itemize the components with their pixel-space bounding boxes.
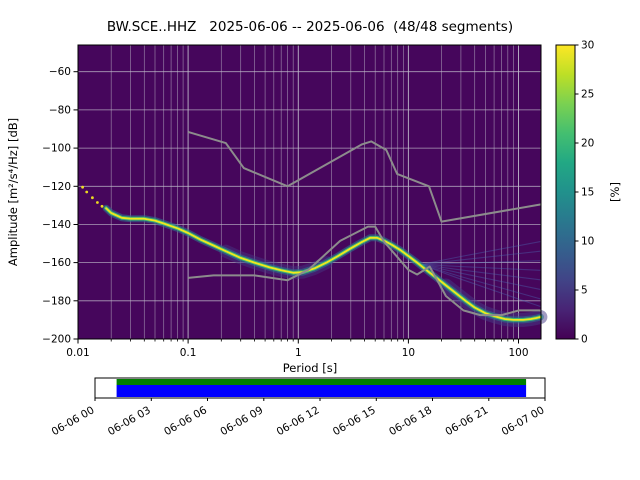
psd-fan-line: [420, 241, 541, 266]
timeline-tick-label: 06-06 03: [106, 404, 153, 438]
x-tick-label: 1: [295, 347, 302, 359]
psd-band-core: [105, 207, 542, 321]
plot-frame: [77, 44, 542, 340]
y-tick-label: −100: [42, 143, 71, 155]
psd-speckle: [96, 201, 99, 204]
psd-fan-line: [420, 263, 541, 300]
y-tick-label: −160: [42, 257, 71, 269]
plot-background: [78, 45, 541, 339]
x-axis-label: Period [s]: [283, 361, 337, 375]
psd-fan-line: [420, 263, 541, 271]
psd-speckle: [91, 196, 94, 200]
noise-model-low-line: [188, 225, 542, 317]
psd-speckle: [81, 185, 84, 189]
colorbar-tick-label: 10: [581, 236, 594, 248]
timeline-tick-label: 06-06 06: [162, 404, 209, 438]
y-tick-label: −60: [49, 66, 71, 78]
psd-fan-line: [420, 263, 541, 281]
psd-fan-line: [420, 250, 541, 266]
y-axis-label: Amplitude [m²/s⁴/Hz] [dB]: [6, 118, 20, 266]
colorbar-tick-label: 15: [581, 187, 594, 199]
timeline-coverage-green-bar: [116, 379, 527, 385]
psd-speckle: [100, 204, 104, 208]
colorbar-label: [%]: [608, 182, 622, 202]
timeline-tick-label: 06-06 15: [331, 404, 378, 438]
colorbar-tick-label: 25: [581, 89, 594, 101]
y-tick-label: −140: [42, 219, 71, 231]
y-tick-label: −200: [42, 334, 71, 346]
colorbar-tick-label: 0: [581, 334, 588, 346]
x-tick-label: 100: [508, 347, 528, 359]
timeline-tick-label: 06-06 21: [443, 404, 490, 438]
colorbar-tick-label: 20: [581, 138, 594, 150]
y-tick-label: −120: [42, 181, 71, 193]
colorbar-gradient: [556, 45, 575, 339]
colorbar-tick-label: 30: [581, 40, 594, 52]
timeline-coverage-blue-bar: [116, 385, 527, 397]
timeline-tick-label: 06-06 09: [218, 404, 265, 438]
noise-model-high-line: [187, 130, 542, 223]
psd-speckle: [85, 190, 89, 194]
timeline-tick-label: 06-06 12: [275, 404, 322, 438]
psd-fan-line: [420, 260, 541, 266]
chart-title: BW.SCE..HHZ 2025-06-06 -- 2025-06-06 (48…: [107, 19, 513, 35]
x-tick-label: 0.1: [180, 347, 197, 359]
psd-fan-line: [420, 263, 541, 290]
y-tick-label: −80: [49, 104, 71, 116]
timeline-tick-label: 06-06 00: [50, 404, 97, 438]
timeline-tick-label: 06-06 18: [387, 404, 434, 438]
colorbar-tick-label: 5: [581, 285, 588, 297]
generated-plot-layers: 0.01 0.1 1 10 100−60−80−100−120−140−160−180−…: [42, 40, 594, 439]
x-tick-label: 0.01: [66, 347, 89, 359]
y-tick-label: −180: [42, 295, 71, 307]
timeline-tick-label: 06-07 00: [500, 404, 547, 438]
psd-fan-line: [420, 263, 541, 308]
x-tick-label: 10: [402, 347, 415, 359]
